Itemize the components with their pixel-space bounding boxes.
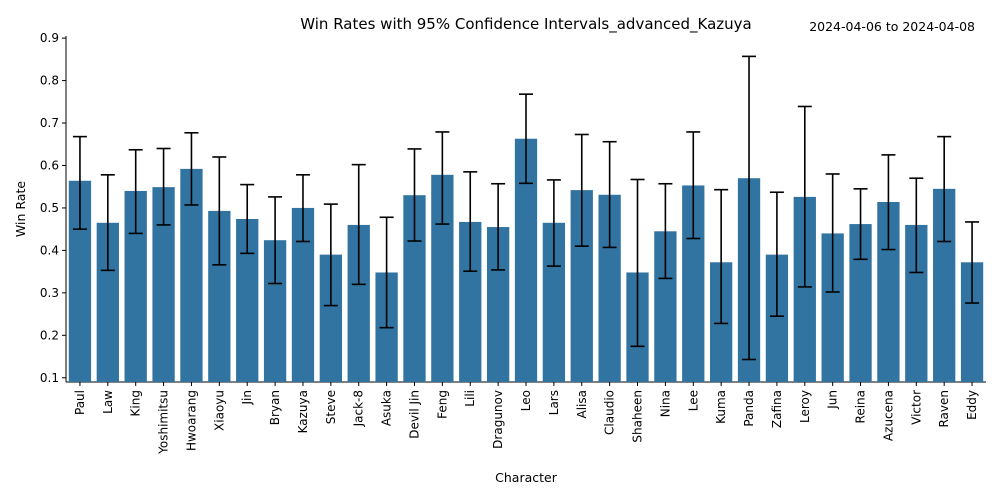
x-tick-label: Alisa — [575, 390, 589, 418]
bar — [486, 227, 510, 382]
bar — [514, 138, 538, 382]
x-tick-label: Xiaoyu — [212, 390, 226, 431]
bar — [68, 180, 92, 382]
x-tick-label: Reina — [854, 390, 868, 423]
x-tick-label: Lili — [463, 390, 477, 407]
bar — [347, 224, 370, 382]
x-tick-label: Azucena — [881, 390, 895, 441]
bar — [654, 231, 677, 382]
bars-group — [68, 138, 984, 382]
x-tick-label: King — [129, 390, 143, 416]
bar — [682, 185, 705, 382]
x-tick-label: Leo — [519, 390, 533, 411]
y-tick-label: 0.8 — [40, 74, 59, 88]
x-tick-label: Nina — [658, 390, 672, 417]
y-tick-label: 0.2 — [40, 328, 59, 342]
chart-title: Win Rates with 95% Confidence Intervals_… — [300, 15, 752, 34]
x-ticks-group: Paul Law King Yoshimitsu Hwoarang Xiaoyu Jin Br… — [73, 382, 979, 455]
bar — [152, 187, 175, 382]
x-tick-label: Law — [101, 390, 115, 414]
bar — [96, 222, 119, 382]
x-tick-label: Eddy — [965, 390, 979, 420]
bar — [180, 168, 203, 382]
bar — [877, 202, 900, 382]
bar — [570, 190, 593, 382]
x-tick-label: Dragunov — [491, 390, 505, 449]
x-tick-label: Paul — [73, 390, 87, 415]
bar — [124, 190, 147, 382]
bar — [542, 222, 566, 382]
x-tick-label: Panda — [742, 390, 756, 427]
bar — [849, 224, 872, 382]
y-tick-label: 0.5 — [40, 201, 59, 215]
x-tick-label: Kazuya — [296, 390, 310, 433]
bar — [236, 218, 259, 382]
x-tick-label: Steve — [324, 390, 338, 424]
bar — [403, 195, 426, 382]
date-range: 2024-04-06 to 2024-04-08 — [809, 19, 975, 34]
x-tick-label: Jin — [240, 390, 254, 405]
y-tick-label: 0.4 — [40, 243, 59, 257]
x-tick-label: Leroy — [798, 390, 812, 423]
x-axis-title: Character — [495, 470, 558, 485]
bar — [459, 221, 482, 382]
x-tick-label: Lars — [547, 390, 561, 415]
error-bars-group — [72, 55, 980, 361]
x-tick-label: Victor — [909, 390, 923, 425]
y-tick-label: 0.1 — [40, 371, 59, 385]
x-tick-label: Devil Jin — [407, 390, 421, 439]
y-axis-title: Win Rate — [13, 181, 28, 237]
x-tick-label: Bryan — [268, 390, 282, 425]
x-tick-label: Zafina — [770, 390, 784, 428]
x-tick-label: Yoshimitsu — [157, 390, 171, 455]
bar — [263, 240, 287, 382]
bar — [765, 254, 789, 382]
x-tick-label: Hwoarang — [184, 390, 198, 451]
bar — [431, 174, 454, 382]
bar — [960, 262, 984, 382]
bar — [821, 233, 844, 382]
y-tick-label: 0.9 — [40, 31, 59, 45]
bar — [291, 207, 315, 382]
x-tick-label: Lee — [686, 390, 700, 411]
x-tick-label: Jack-8 — [352, 390, 366, 427]
y-tick-label: 0.6 — [40, 158, 59, 172]
bar — [598, 194, 621, 382]
x-tick-label: Jun — [826, 390, 840, 410]
y-ticks-group: 0.1 0.2 0.3 0.4 0.5 0.6 0.7 0.8 0.9 — [40, 31, 66, 385]
y-tick-label: 0.3 — [40, 286, 59, 300]
x-tick-label: Asuka — [380, 390, 394, 426]
x-tick-label: Kuma — [714, 390, 728, 424]
bar — [319, 254, 342, 382]
bar — [793, 196, 816, 382]
x-tick-label: Feng — [435, 390, 449, 419]
bar — [933, 188, 956, 382]
bar — [905, 224, 928, 382]
bar — [208, 210, 231, 382]
y-tick-label: 0.7 — [40, 116, 59, 130]
x-tick-label: Shaheen — [631, 390, 645, 443]
x-tick-label: Claudio — [603, 390, 617, 435]
x-tick-label: Raven — [937, 390, 951, 428]
